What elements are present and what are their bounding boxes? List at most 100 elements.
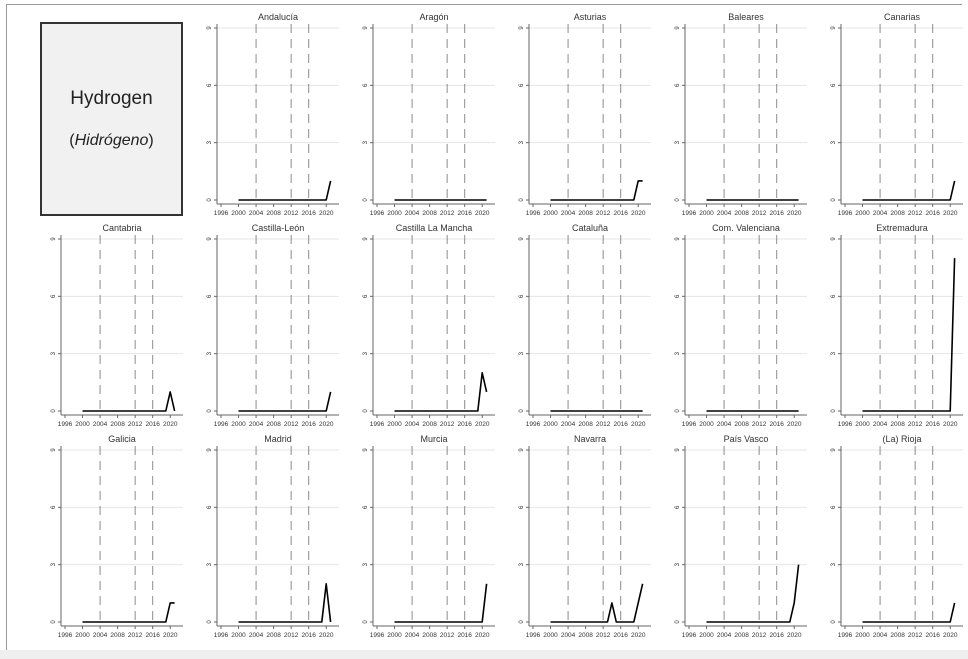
- y-tick-label: 0: [363, 198, 369, 202]
- y-tick-label: 0: [675, 409, 681, 413]
- y-tick-label: 3: [519, 140, 525, 144]
- x-tick-label: 2000: [231, 632, 246, 639]
- y-tick-label: 6: [831, 83, 837, 87]
- y-tick-label: 3: [831, 351, 837, 355]
- panel-0: 0 3 6 9 1996 2000 2004 2008 2012 2016 2020 Andalucí…: [207, 12, 339, 217]
- x-tick-label: 1996: [526, 210, 541, 217]
- x-tick-label: 2020: [319, 210, 334, 217]
- x-tick-label: 2020: [943, 210, 958, 217]
- x-tick-label: 2016: [613, 632, 628, 639]
- x-tick-label: 2004: [717, 421, 732, 428]
- figure-title: Hydrogen: [70, 88, 153, 109]
- x-tick-label: 2004: [873, 210, 888, 217]
- series-line: [394, 371, 488, 412]
- x-tick-label: 2012: [128, 421, 143, 428]
- y-tick-label: 6: [207, 505, 213, 509]
- panel-1: 0 3 6 9 1996 2000 2004 2008 2012 2016 2020 Aragón: [363, 12, 495, 217]
- y-tick-label: 0: [51, 620, 57, 624]
- y-tick-label: 6: [675, 83, 681, 87]
- x-tick-label: 2008: [734, 210, 749, 217]
- x-tick-label: 2000: [231, 210, 246, 217]
- panel-title: Madrid: [264, 434, 292, 444]
- x-tick-label: 2008: [578, 210, 593, 217]
- panel-title: Andalucía: [258, 12, 298, 22]
- x-tick-label: 2016: [301, 632, 316, 639]
- x-tick-label: 2012: [752, 421, 767, 428]
- y-tick-label: 0: [207, 198, 213, 202]
- series-line: [550, 180, 643, 201]
- x-tick-label: 2008: [422, 632, 437, 639]
- series-line: [82, 391, 176, 412]
- y-tick-label: 0: [363, 620, 369, 624]
- y-tick-label: 6: [519, 83, 525, 87]
- x-tick-label: 2004: [405, 421, 420, 428]
- y-tick-label: 9: [51, 237, 57, 241]
- x-tick-label: 2008: [890, 210, 905, 217]
- series-line: [394, 583, 488, 623]
- x-tick-label: 2008: [110, 632, 125, 639]
- x-tick-label: 2016: [301, 421, 316, 428]
- panel-5: 0 3 6 9 1996 2000 2004 2008 2012 2016 2020 Cantabri…: [51, 223, 183, 428]
- x-tick-label: 2008: [890, 421, 905, 428]
- x-tick-label: 2012: [752, 632, 767, 639]
- y-tick-label: 0: [831, 620, 837, 624]
- x-tick-label: 1996: [838, 210, 853, 217]
- x-tick-label: 2020: [163, 421, 178, 428]
- x-tick-label: 2020: [319, 421, 334, 428]
- x-tick-label: 2012: [596, 210, 611, 217]
- x-tick-label: 2016: [457, 421, 472, 428]
- panel-6: 0 3 6 9 1996 2000 2004 2008 2012 2016 2020 Castilla…: [207, 223, 339, 428]
- subtitle-italic: Hidrógeno: [74, 132, 149, 149]
- x-tick-label: 2020: [787, 632, 802, 639]
- y-tick-label: 3: [675, 562, 681, 566]
- y-tick-label: 0: [363, 409, 369, 413]
- x-tick-label: 2004: [717, 632, 732, 639]
- x-tick-label: 1996: [58, 632, 73, 639]
- panel-14: 0 3 6 9 1996 2000 2004 2008 2012 2016 2020 Navarra: [519, 434, 651, 639]
- panel-title: Cantabria: [102, 223, 141, 233]
- panel-title: Castilla-León: [252, 223, 305, 233]
- x-tick-label: 2008: [734, 421, 749, 428]
- x-tick-label: 2016: [769, 632, 784, 639]
- series-line: [82, 602, 175, 623]
- x-tick-label: 2000: [543, 210, 558, 217]
- panel-7: 0 3 6 9 1996 2000 2004 2008 2012 2016 2020 Castilla…: [363, 223, 495, 428]
- x-tick-label: 2016: [457, 632, 472, 639]
- x-tick-label: 2004: [561, 632, 576, 639]
- y-tick-label: 0: [675, 620, 681, 624]
- y-tick-label: 9: [363, 237, 369, 241]
- y-tick-label: 0: [519, 620, 525, 624]
- y-tick-label: 3: [363, 351, 369, 355]
- panel-title: Com. Valenciana: [712, 223, 780, 233]
- panel-title: Galicia: [108, 434, 136, 444]
- y-tick-label: 3: [51, 562, 57, 566]
- x-tick-label: 2004: [249, 210, 264, 217]
- y-tick-label: 6: [51, 294, 57, 298]
- subtitle-open-paren: (: [69, 132, 75, 149]
- x-tick-label: 2016: [613, 421, 628, 428]
- x-tick-label: 2020: [475, 210, 490, 217]
- x-tick-label: 2004: [249, 632, 264, 639]
- x-tick-label: 2000: [855, 632, 870, 639]
- panel-11: 0 3 6 9 1996 2000 2004 2008 2012 2016 2020 Galicia: [51, 434, 183, 639]
- y-tick-label: 3: [363, 140, 369, 144]
- x-tick-label: 2000: [699, 210, 714, 217]
- x-tick-label: 2008: [422, 421, 437, 428]
- x-tick-label: 2000: [699, 632, 714, 639]
- y-tick-label: 0: [207, 620, 213, 624]
- y-tick-label: 0: [831, 409, 837, 413]
- y-tick-label: 0: [675, 198, 681, 202]
- x-tick-label: 2020: [163, 632, 178, 639]
- x-tick-label: 2004: [561, 421, 576, 428]
- x-tick-label: 2016: [925, 421, 940, 428]
- panel-title: Extremadura: [876, 223, 928, 233]
- x-tick-label: 2008: [110, 421, 125, 428]
- y-tick-label: 3: [831, 562, 837, 566]
- x-tick-label: 2016: [457, 210, 472, 217]
- x-tick-label: 2020: [631, 421, 646, 428]
- y-tick-label: 9: [207, 237, 213, 241]
- x-tick-label: 1996: [526, 421, 541, 428]
- x-tick-label: 2012: [908, 421, 923, 428]
- panel-3: 0 3 6 9 1996 2000 2004 2008 2012 2016 2020 Baleares: [675, 12, 807, 217]
- y-tick-label: 0: [519, 409, 525, 413]
